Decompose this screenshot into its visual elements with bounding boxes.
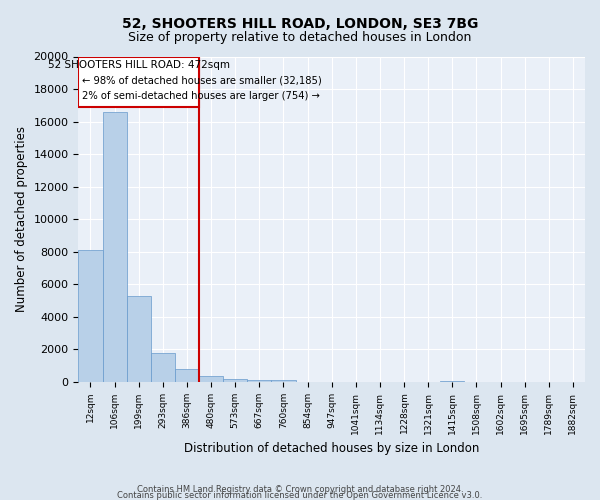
Text: Contains public sector information licensed under the Open Government Licence v3: Contains public sector information licen… xyxy=(118,491,482,500)
Bar xyxy=(127,296,151,382)
Bar xyxy=(103,112,127,382)
Bar xyxy=(223,378,247,382)
Bar xyxy=(79,56,199,107)
Text: 52, SHOOTERS HILL ROAD, LONDON, SE3 7BG: 52, SHOOTERS HILL ROAD, LONDON, SE3 7BG xyxy=(122,18,478,32)
Text: Contains HM Land Registry data © Crown copyright and database right 2024.: Contains HM Land Registry data © Crown c… xyxy=(137,484,463,494)
Bar xyxy=(79,250,103,382)
Text: Size of property relative to detached houses in London: Size of property relative to detached ho… xyxy=(128,31,472,44)
Bar xyxy=(151,352,175,382)
Text: 52 SHOOTERS HILL ROAD: 472sqm: 52 SHOOTERS HILL ROAD: 472sqm xyxy=(48,60,230,70)
Text: ← 98% of detached houses are smaller (32,185): ← 98% of detached houses are smaller (32… xyxy=(82,75,322,85)
Bar xyxy=(199,376,223,382)
X-axis label: Distribution of detached houses by size in London: Distribution of detached houses by size … xyxy=(184,442,479,455)
Text: 2% of semi-detached houses are larger (754) →: 2% of semi-detached houses are larger (7… xyxy=(82,92,320,102)
Bar xyxy=(247,380,271,382)
Y-axis label: Number of detached properties: Number of detached properties xyxy=(15,126,28,312)
Bar xyxy=(175,369,199,382)
Bar xyxy=(440,380,464,382)
Bar xyxy=(271,380,296,382)
